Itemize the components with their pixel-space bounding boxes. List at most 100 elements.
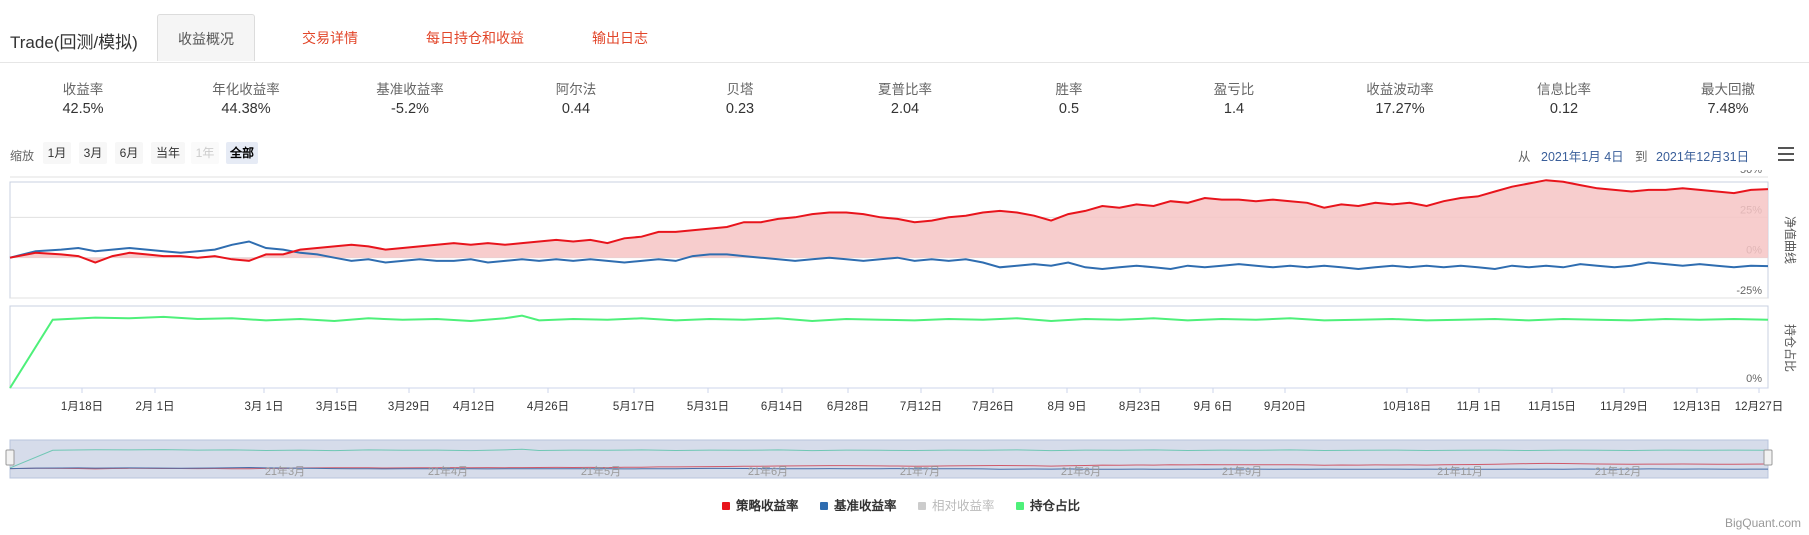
x-tick-label: 3月15日 (316, 401, 358, 413)
zoom-3m-button[interactable]: 3月 (79, 142, 107, 164)
lower-axis-title: 持仓占比 (1783, 324, 1798, 372)
x-tick-label: 9月20日 (1264, 401, 1306, 413)
metric-value: 17.27% (1375, 101, 1425, 117)
chart-credit[interactable]: BigQuant.com (1724, 516, 1801, 530)
zoom-all-button[interactable]: 全部 (226, 142, 258, 164)
metric-value: 42.5% (62, 101, 104, 117)
metric-label: 胜率 (1055, 82, 1083, 97)
x-tick-label: 12月13日 (1673, 401, 1722, 413)
zoom-1m-button[interactable]: 1月 (43, 142, 71, 164)
metric-alpha: 阿尔法 0.44 (511, 78, 641, 117)
navigator-position-line (9, 448, 1769, 469)
metric-value: 1.4 (1223, 101, 1245, 117)
zoom-6m-button[interactable]: 6月 (115, 142, 143, 164)
range-to-label: 到 (1635, 150, 1648, 164)
x-tick-label: 9月 6日 (1194, 401, 1233, 413)
range-to-input[interactable]: 2021年12月31日 (1656, 150, 1750, 164)
legend-strategy-return[interactable]: 策略收益率 (722, 495, 799, 514)
metric-label: 收益波动率 (1366, 82, 1434, 97)
navigator-x-label: 21年3月 (265, 464, 305, 478)
zoom-ytd-button[interactable]: 当年 (151, 142, 185, 164)
x-tick-label: 4月26日 (527, 401, 569, 413)
metric-value: 0.5 (1058, 101, 1080, 117)
navigator-x-label: 21年11月 (1437, 464, 1483, 478)
metric-label: 阿尔法 (555, 82, 597, 97)
x-tick-label: 6月28日 (827, 401, 869, 413)
navigator-handle-right[interactable] (1763, 449, 1773, 466)
metric-max-drawdown: 最大回撤 7.48% (1663, 78, 1793, 117)
strategy-line (9, 179, 1769, 264)
legend-label: 持仓占比 (1030, 499, 1081, 513)
x-tick-label: 4月12日 (453, 401, 495, 413)
lower-panel-border (9, 305, 1769, 389)
metric-sharpe: 夏普比率 2.04 (840, 78, 970, 117)
legend-benchmark-return[interactable]: 基准收益率 (820, 495, 897, 514)
tab-summary[interactable]: 收益概况 (157, 14, 255, 61)
metric-label: 年化收益率 (212, 82, 280, 97)
x-tick-label: 3月29日 (388, 401, 430, 413)
benchmark-line (9, 240, 1769, 271)
x-tick-label: 3月 1日 (245, 401, 284, 413)
x-tick-label: 5月17日 (613, 401, 655, 413)
legend-swatch (918, 501, 926, 510)
zoom-label: 缩放 (10, 149, 35, 163)
navigator-x-label: 21年4月 (428, 464, 468, 478)
upper-axis-title: 净值曲线 (1783, 216, 1798, 264)
metric-value: 0.12 (1549, 101, 1579, 117)
metric-beta: 贝塔 0.23 (675, 78, 805, 117)
range-from-input[interactable]: 2021年1月 4日 (1541, 150, 1624, 164)
legend-swatch (722, 501, 730, 510)
legend-label: 相对收益率 (932, 499, 995, 513)
navigator-x-label: 21年5月 (581, 464, 621, 478)
metric-win-rate: 胜率 0.5 (1004, 78, 1134, 117)
position-line (9, 314, 1769, 389)
navigator-x-label: 21年9月 (1222, 464, 1262, 478)
metric-label: 基准收益率 (376, 82, 444, 97)
top-bar: Trade(回测/模拟) 收益概况 交易详情 每日持仓和收益 输出日志 (0, 0, 1809, 63)
metric-value: 0.23 (725, 101, 755, 117)
metric-benchmark-return: 基准收益率 -5.2% (345, 78, 475, 117)
metric-value: 44.38% (221, 101, 271, 117)
range-from-label: 从 (1518, 150, 1531, 164)
navigator-x-label: 21年8月 (1061, 464, 1101, 478)
metric-value: 0.44 (561, 101, 591, 117)
metric-label: 盈亏比 (1213, 82, 1255, 97)
metric-information-ratio: 信息比率 0.12 (1499, 78, 1629, 117)
legend-relative-return[interactable]: 相对收益率 (918, 495, 995, 514)
upper-y-tick-label: -25% (1736, 285, 1762, 297)
lower-y-tick-label: 0% (1746, 373, 1762, 385)
metric-label: 贝塔 (726, 82, 754, 97)
x-tick-label: 11月 1日 (1457, 401, 1502, 413)
metric-value: 2.04 (890, 101, 920, 117)
tab-daily-positions[interactable]: 每日持仓和收益 (426, 30, 524, 46)
zoom-1y-button[interactable]: 1年 (191, 142, 219, 164)
x-tick-label: 8月 9日 (1048, 401, 1087, 413)
x-tick-label: 8月23日 (1119, 401, 1161, 413)
metric-profit-loss-ratio: 盈亏比 1.4 (1169, 78, 1299, 117)
metric-return: 收益率 42.5% (18, 78, 148, 117)
app-title: Trade(回测/模拟) (10, 33, 138, 52)
tab-output-log[interactable]: 输出日志 (592, 30, 648, 46)
legend-label: 策略收益率 (736, 499, 799, 513)
metric-label: 收益率 (62, 82, 104, 97)
x-tick-label: 1月18日 (61, 401, 103, 413)
navigator-handle-left[interactable] (5, 449, 15, 466)
navigator-x-label: 21年12月 (1595, 464, 1641, 478)
legend-label: 基准收益率 (834, 499, 897, 513)
metric-volatility: 收益波动率 17.27% (1335, 78, 1465, 117)
legend-swatch (820, 501, 828, 510)
hamburger-menu-icon[interactable] (1778, 147, 1794, 161)
tab-trade-details[interactable]: 交易详情 (302, 30, 358, 46)
strategy-area (10, 180, 1768, 263)
legend-position-ratio[interactable]: 持仓占比 (1016, 495, 1080, 514)
x-tick-label: 12月27日 (1735, 401, 1784, 413)
x-tick-label: 2月 1日 (136, 401, 175, 413)
navigator-x-label: 21年6月 (748, 464, 788, 478)
legend-swatch (1016, 501, 1024, 510)
x-tick-label: 5月31日 (687, 401, 729, 413)
x-tick-label: 7月12日 (900, 401, 942, 413)
metric-label: 信息比率 (1537, 82, 1591, 97)
metric-value: -5.2% (391, 101, 429, 117)
navigator-benchmark-line (9, 466, 1768, 470)
